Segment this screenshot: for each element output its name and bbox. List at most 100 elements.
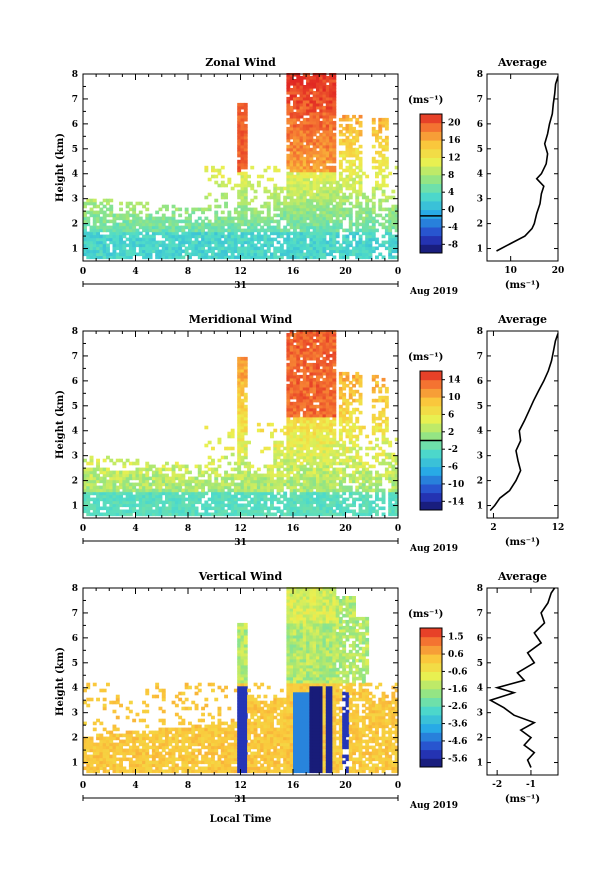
heatmap-cell <box>371 126 376 131</box>
heatmap-cell <box>168 500 173 505</box>
heatmap-cell <box>302 455 307 460</box>
heatmap-cell <box>391 249 396 254</box>
heatmap-cell <box>289 419 294 424</box>
x-tick-label: 16 <box>287 524 300 534</box>
heatmap-cell <box>378 198 383 203</box>
heatmap-cell <box>230 228 235 233</box>
heatmap-cell <box>109 228 114 233</box>
heatmap-cell <box>240 189 245 194</box>
heatmap-cell <box>306 398 310 403</box>
heatmap-cell <box>109 488 114 493</box>
heatmap-cell <box>115 237 120 242</box>
heatmap-cell <box>125 494 130 499</box>
heatmap-cell <box>151 240 156 245</box>
heatmap-cell <box>289 79 294 83</box>
heatmap-cell <box>171 497 176 502</box>
heatmap-cell <box>306 168 310 173</box>
heatmap-cell <box>132 237 137 242</box>
heatmap-cell <box>174 249 179 254</box>
heatmap-cell <box>332 470 337 475</box>
heatmap-cell <box>194 228 199 233</box>
heatmap-cell <box>207 234 212 239</box>
heatmap-cell <box>394 476 399 481</box>
heatmap-cell <box>296 210 301 215</box>
heatmap-cell <box>286 216 291 221</box>
heatmap-cell <box>220 246 225 251</box>
heatmap-cell <box>145 488 150 493</box>
heatmap-cell <box>312 497 317 502</box>
heatmap-cell <box>316 192 320 197</box>
heatmap-cell <box>197 225 202 230</box>
heatmap-cell <box>211 506 215 511</box>
heatmap-cell <box>92 473 97 478</box>
heatmap-cell <box>240 120 245 125</box>
heatmap-cell <box>122 482 127 487</box>
heatmap-cell <box>319 246 324 251</box>
heatmap-cell <box>211 488 215 493</box>
heatmap-cell <box>260 234 265 239</box>
heatmap-cell <box>296 345 301 349</box>
heatmap-cell <box>302 225 307 230</box>
heatmap-cell <box>335 216 340 221</box>
heatmap-cell <box>329 105 333 110</box>
heatmap-cell <box>391 464 396 469</box>
heatmap-cell <box>335 497 340 502</box>
heatmap-cell <box>86 198 91 203</box>
heatmap-cell <box>325 488 330 493</box>
heatmap-cell <box>342 150 347 155</box>
heatmap-cell <box>309 348 314 352</box>
heatmap-cell <box>240 126 245 131</box>
heatmap-cell <box>352 458 356 463</box>
heatmap-cell <box>342 452 347 457</box>
heatmap-cell <box>302 162 307 167</box>
heatmap-cell <box>345 249 350 254</box>
heatmap-cell <box>293 336 297 340</box>
heatmap-cell <box>306 129 310 134</box>
heatmap-cell <box>309 443 314 448</box>
heatmap-cell <box>306 467 310 472</box>
heatmap-cell <box>286 509 291 514</box>
heatmap-cell <box>83 216 87 221</box>
heatmap-cell <box>299 252 304 257</box>
heatmap-cell <box>293 386 297 391</box>
heatmap-cell <box>155 482 160 487</box>
heatmap-cell <box>371 117 376 122</box>
heatmap-cell <box>128 207 133 212</box>
heatmap-cell <box>365 488 370 493</box>
heatmap-cell <box>329 150 333 155</box>
heatmap-cell <box>319 162 324 167</box>
heatmap-cell <box>243 180 248 185</box>
heatmap-cell <box>296 162 301 167</box>
heatmap-cell <box>375 452 379 457</box>
heatmap-cell <box>329 189 333 194</box>
heatmap-cell <box>312 413 317 418</box>
heatmap-cell <box>207 497 212 502</box>
heatmap-cell <box>204 243 209 248</box>
heatmap-cell <box>102 458 107 463</box>
x-tick-label: 0 <box>395 524 401 534</box>
heatmap-cell <box>227 234 232 239</box>
heatmap-cell <box>188 506 192 511</box>
heatmap-cell <box>381 512 386 517</box>
heatmap-cell <box>394 500 399 505</box>
heatmap-cell <box>181 491 186 496</box>
heatmap-cell <box>220 500 225 505</box>
heatmap-cells <box>83 73 399 260</box>
heatmap-cell <box>230 431 235 436</box>
heatmap-cell <box>312 330 317 334</box>
heatmap-cell <box>338 389 343 394</box>
heatmap-cell <box>378 222 383 227</box>
heatmap-cell <box>312 446 317 451</box>
heatmap-cell <box>102 210 107 215</box>
heatmap-cell <box>319 452 324 457</box>
heatmap-cell <box>266 497 271 502</box>
heatmap-cell <box>266 476 271 481</box>
heatmap-cell <box>161 204 166 209</box>
heatmap-cell <box>319 350 324 355</box>
heatmap-cell <box>181 255 186 260</box>
heatmap-cell <box>325 356 330 361</box>
heatmap-cell <box>332 392 337 397</box>
heatmap-cell <box>132 506 137 511</box>
heatmap-cell <box>109 213 114 218</box>
heatmap-cell <box>96 240 100 245</box>
